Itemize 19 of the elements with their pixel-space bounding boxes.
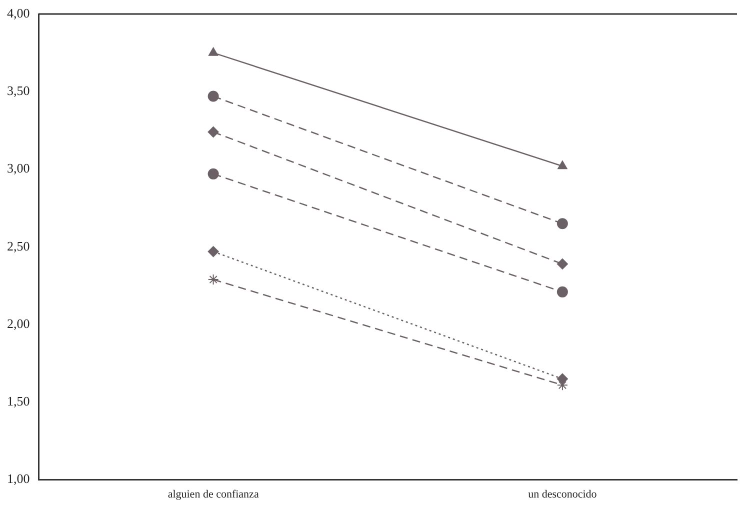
point [556,258,568,270]
point [556,286,568,298]
x-tick-label: un desconocido [528,488,598,500]
point [208,126,219,138]
y-tick-label: 4,00 [7,5,30,20]
y-tick-label: 2,00 [7,316,30,331]
point [208,168,219,180]
x-tick-label: alguien de confianza [168,488,259,500]
point [556,373,568,384]
point [556,218,568,230]
point [208,246,219,258]
point [208,274,219,286]
y-tick-label: 3,50 [7,83,30,98]
y-tick-label: 3,00 [7,160,30,176]
point [556,380,568,391]
y-tick-label: 2,50 [7,238,30,254]
point [208,90,219,102]
y-tick-label: 1,00 [7,471,30,486]
y-tick-label: 1,50 [7,394,30,409]
